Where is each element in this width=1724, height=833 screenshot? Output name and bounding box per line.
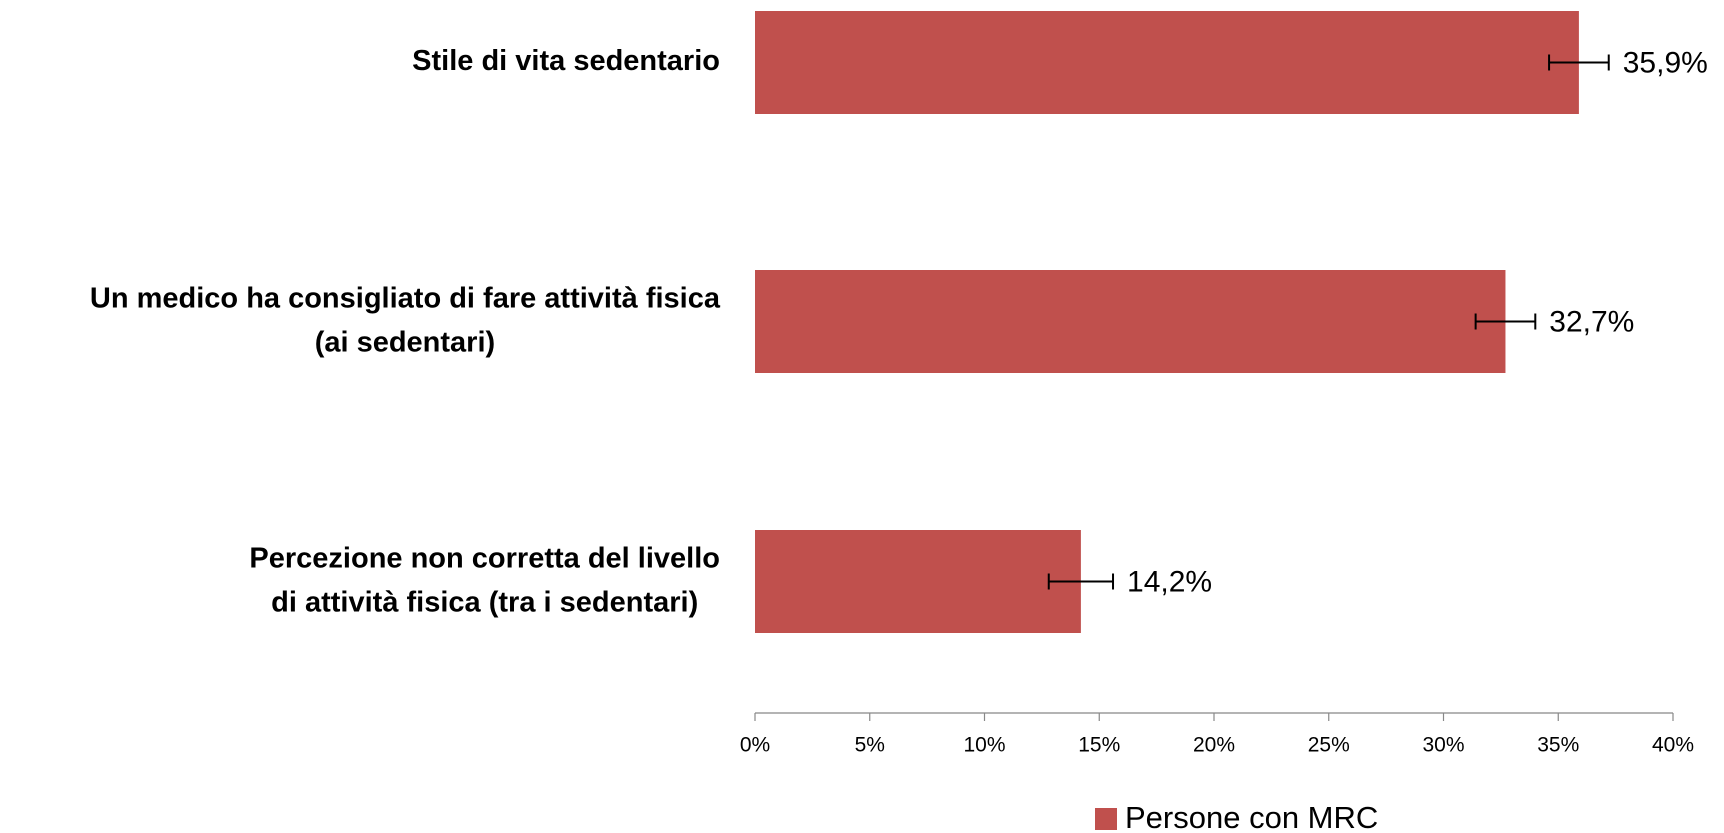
legend-swatch bbox=[1095, 808, 1117, 830]
x-tick-label: 0% bbox=[740, 734, 770, 757]
x-tick-label: 40% bbox=[1652, 734, 1694, 757]
x-tick-label: 5% bbox=[855, 734, 885, 757]
category-label: Un medico ha consigliato di fare attivit… bbox=[90, 282, 721, 358]
bar bbox=[755, 530, 1081, 633]
x-tick-label: 25% bbox=[1308, 734, 1350, 757]
category-label: Percezione non corretta del livello di at… bbox=[249, 542, 720, 618]
x-tick-label: 10% bbox=[963, 734, 1005, 757]
bar bbox=[755, 270, 1506, 373]
error-bar bbox=[1047, 573, 1115, 590]
error-bar bbox=[1548, 54, 1610, 71]
category-label: Stile di vita sedentario bbox=[412, 45, 720, 77]
x-tick-label: 35% bbox=[1537, 734, 1579, 757]
value-label: 35,9% bbox=[1623, 46, 1708, 79]
x-tick-label: 15% bbox=[1078, 734, 1120, 757]
error-bar bbox=[1474, 313, 1537, 330]
value-label: 32,7% bbox=[1549, 305, 1634, 338]
bar bbox=[755, 11, 1579, 114]
value-label: 14,2% bbox=[1127, 565, 1212, 598]
x-tick-label: 20% bbox=[1193, 734, 1235, 757]
legend-label: Persone con MRC bbox=[1125, 800, 1378, 833]
x-tick-label: 30% bbox=[1422, 734, 1464, 757]
